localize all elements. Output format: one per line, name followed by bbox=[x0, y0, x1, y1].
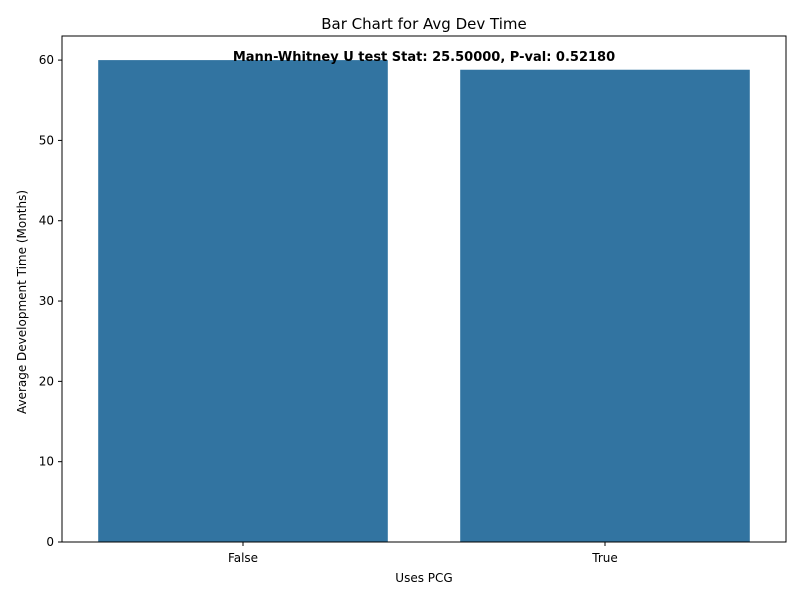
bar-false bbox=[98, 60, 388, 542]
bar-true bbox=[460, 69, 750, 542]
y-tick-label: 0 bbox=[46, 535, 54, 549]
stat-annotation: Mann-Whitney U test Stat: 25.50000, P-va… bbox=[233, 50, 615, 65]
y-tick-label: 20 bbox=[39, 374, 54, 388]
chart-title: Bar Chart for Avg Dev Time bbox=[321, 15, 526, 33]
y-axis-label: Average Development Time (Months) bbox=[15, 190, 29, 414]
plot-area bbox=[98, 60, 750, 542]
y-tick-label: 40 bbox=[39, 214, 54, 228]
y-tick-label: 50 bbox=[39, 133, 54, 147]
x-axis: False True bbox=[228, 542, 618, 565]
x-axis-label: Uses PCG bbox=[395, 571, 452, 585]
y-axis: 0 10 20 30 40 50 60 bbox=[39, 53, 62, 549]
x-tick-label: True bbox=[591, 551, 618, 565]
y-tick-label: 60 bbox=[39, 53, 54, 67]
y-tick-label: 30 bbox=[39, 294, 54, 308]
plot-frame bbox=[61, 35, 787, 543]
y-tick-label: 10 bbox=[39, 455, 54, 469]
x-tick-label: False bbox=[228, 551, 258, 565]
